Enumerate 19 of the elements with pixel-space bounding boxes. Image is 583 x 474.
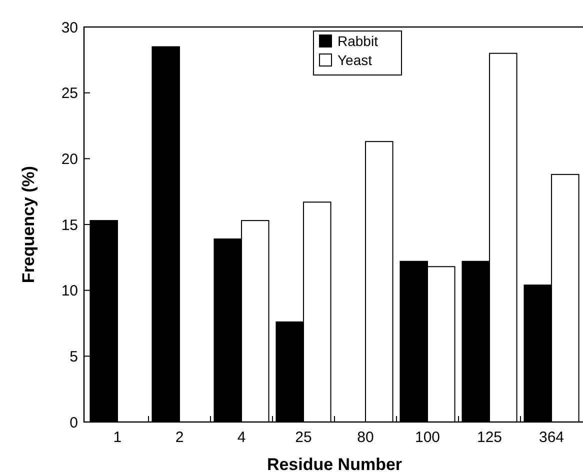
x-axis-title: Residue Number [266,455,402,474]
x-tick-label: 4 [237,429,246,446]
y-tick-label: 10 [61,282,78,300]
x-tick-label: 100 [414,429,440,446]
y-tick-label: 30 [61,19,78,36]
x-tick-label: 125 [476,429,502,446]
x-tick-label: 364 [539,429,564,446]
x-tick-label: 2 [175,429,184,446]
y-tick-label: 5 [70,348,78,366]
x-tick-label: 1 [113,429,122,446]
y-tick-label: 25 [61,85,78,102]
x-tick-label: 80 [357,429,374,446]
x-tick-label: 25 [295,429,312,446]
y-tick-label: 20 [61,150,78,168]
legend-label: Rabbit [338,32,378,49]
y-axis-title: Frequency (%) [19,166,38,284]
legend-label: Yeast [338,52,372,68]
y-tick-label: 15 [61,216,78,234]
y-tick-label: 0 [70,414,78,432]
